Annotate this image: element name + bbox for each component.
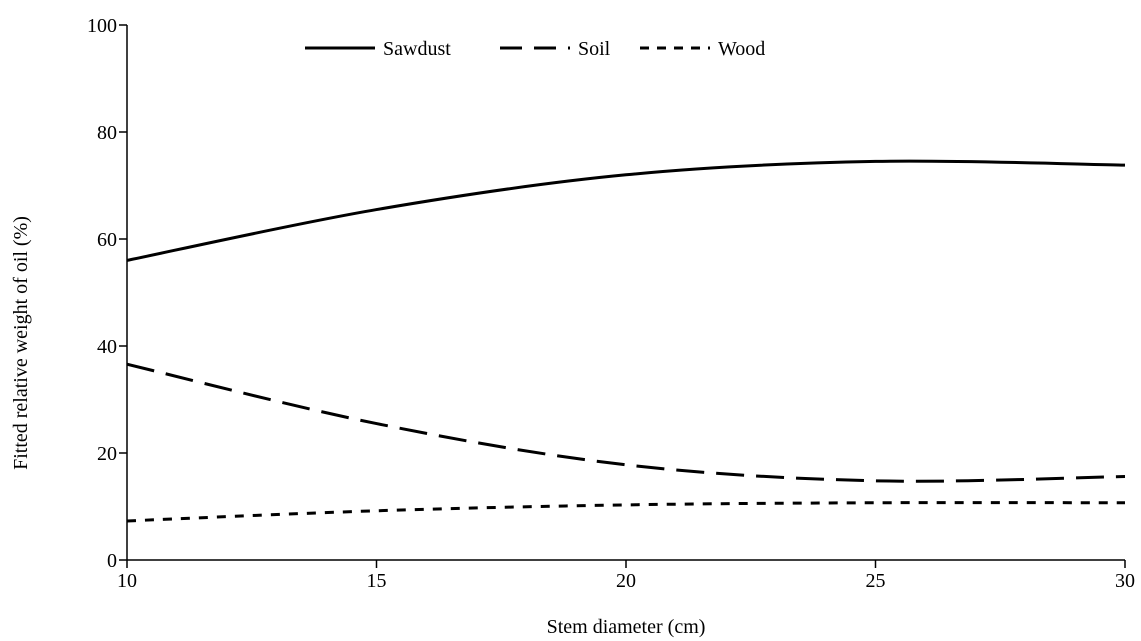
x-tick-label: 25 bbox=[866, 570, 886, 592]
x-tick-label: 20 bbox=[616, 570, 636, 592]
series-line-sawdust bbox=[126, 159, 1126, 262]
series-lines bbox=[126, 159, 1126, 523]
x-tick-label: 10 bbox=[117, 570, 137, 592]
x-ticks: 10 15 20 25 30 bbox=[117, 560, 1135, 592]
x-tick-label: 30 bbox=[1115, 570, 1135, 592]
y-axis-label: Fitted relative weight of oil (%) bbox=[10, 216, 32, 470]
legend-label-soil: Soil bbox=[578, 38, 611, 60]
y-tick-label: 40 bbox=[97, 336, 117, 358]
y-ticks: 0 20 40 60 80 100 bbox=[87, 15, 127, 572]
y-tick-label: 60 bbox=[97, 229, 117, 251]
x-axis-label: Stem diameter (cm) bbox=[547, 616, 706, 638]
y-tick-label: 80 bbox=[97, 122, 117, 144]
y-tick-label: 20 bbox=[97, 443, 117, 465]
y-tick-label: 0 bbox=[107, 550, 117, 572]
legend: Sawdust Soil Wood bbox=[305, 38, 765, 60]
series-line-wood bbox=[126, 501, 1126, 523]
x-tick-label: 15 bbox=[367, 570, 387, 592]
legend-label-wood: Wood bbox=[718, 38, 765, 60]
legend-label-sawdust: Sawdust bbox=[383, 38, 451, 60]
y-tick-label: 100 bbox=[87, 15, 117, 37]
series-line-soil bbox=[126, 362, 1126, 483]
